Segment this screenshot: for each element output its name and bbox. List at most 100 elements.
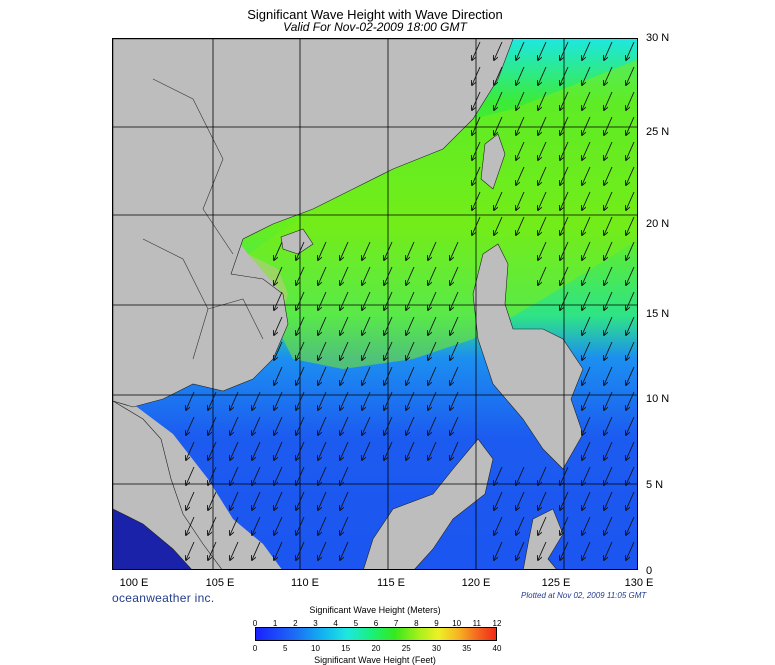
wave-arrow [604, 491, 613, 510]
wave-arrow [362, 441, 371, 460]
wave-arrow [384, 241, 393, 260]
wave-arrow [340, 391, 349, 410]
lon-label-125e: 125 E [541, 577, 571, 589]
legend-title-meters: Significant Wave Height (Meters) [309, 605, 441, 615]
wave-arrow [296, 441, 305, 460]
wave-arrow [626, 316, 635, 335]
wave-arrow [186, 516, 195, 535]
wave-arrow [604, 141, 613, 160]
wave-arrow [604, 241, 613, 260]
wave-arrow [582, 166, 591, 185]
wave-arrow [494, 216, 503, 235]
wave-arrow [538, 466, 547, 485]
wave-arrow [516, 516, 525, 535]
wave-arrow [340, 516, 349, 535]
wave-direction-arrows [186, 41, 635, 560]
legend-feet-tick: 10 [311, 644, 320, 653]
wave-arrow [516, 116, 525, 135]
wave-arrow [582, 316, 591, 335]
land-philippines [472, 243, 584, 470]
legend-feet-tick: 0 [252, 644, 258, 653]
wave-arrow [472, 41, 481, 60]
wave-arrow [626, 391, 635, 410]
wave-arrow [296, 541, 305, 560]
wave-arrow [582, 491, 591, 510]
wave-arrow [538, 191, 547, 210]
wave-arrow [582, 416, 591, 435]
wave-arrow [296, 491, 305, 510]
wave-arrow [604, 416, 613, 435]
wave-arrow [252, 466, 261, 485]
wave-arrow [450, 291, 459, 310]
wave-arrow [274, 241, 283, 260]
wave-arrow [362, 391, 371, 410]
wave-arrow [450, 341, 459, 360]
wave-arrow [472, 191, 481, 210]
wave-arrow [318, 441, 327, 460]
wave-arrow [560, 241, 569, 260]
legend-meter-tick: 3 [313, 619, 318, 628]
wave-arrow [340, 291, 349, 310]
wave-arrow [604, 466, 613, 485]
wave-arrow [274, 266, 283, 285]
wave-arrow [296, 291, 305, 310]
wave-arrow [560, 116, 569, 135]
wave-arrow [296, 316, 305, 335]
wave-arrow [274, 341, 283, 360]
wave-arrow [296, 341, 305, 360]
wave-arrow [604, 391, 613, 410]
wave-arrow [516, 191, 525, 210]
wave-arrow [406, 341, 415, 360]
wave-arrow [450, 241, 459, 260]
wave-arrow [560, 141, 569, 160]
wave-height-colorbar [255, 627, 497, 641]
wave-arrow [208, 441, 217, 460]
land-borneo [363, 438, 494, 569]
wave-arrow [362, 291, 371, 310]
wave-arrow [384, 366, 393, 385]
wave-arrow [626, 41, 635, 60]
wave-arrow [582, 266, 591, 285]
wave-arrow [604, 541, 613, 560]
wave-arrow [604, 191, 613, 210]
chart-subtitle: Valid For Nov-02-2009 18:00 GMT [283, 20, 467, 34]
wave-arrow [450, 391, 459, 410]
wave-arrow [318, 491, 327, 510]
lon-label-130e: 130 E [624, 577, 654, 589]
wave-arrow [296, 466, 305, 485]
wave-arrow [406, 366, 415, 385]
wave-arrow [516, 216, 525, 235]
wave-arrow [582, 241, 591, 260]
wave-arrow [494, 541, 503, 560]
wave-arrow [406, 241, 415, 260]
legend-feet-tick: 30 [432, 644, 441, 653]
wave-arrow [428, 416, 437, 435]
wave-arrow [340, 541, 349, 560]
wave-arrow [406, 416, 415, 435]
wave-arrow [626, 241, 635, 260]
wave-arrow [450, 441, 459, 460]
wave-arrow [472, 91, 481, 110]
wave-arrow [494, 466, 503, 485]
wave-arrow [208, 466, 217, 485]
wave-arrow [582, 41, 591, 60]
wave-arrow [626, 66, 635, 85]
lat-label-30n: 30 N [646, 32, 670, 44]
wave-arrow [428, 366, 437, 385]
wave-arrow [472, 216, 481, 235]
wave-arrow [582, 91, 591, 110]
wave-arrow [274, 316, 283, 335]
wave-arrow [516, 466, 525, 485]
wave-arrow [230, 416, 239, 435]
wave-arrow [604, 166, 613, 185]
wave-arrow [428, 291, 437, 310]
wave-arrow [560, 516, 569, 535]
wave-arrow [582, 291, 591, 310]
wave-arrow [208, 391, 217, 410]
wave-arrow [538, 541, 547, 560]
wave-arrow [384, 416, 393, 435]
wave-arrow [494, 41, 503, 60]
wave-arrow [626, 166, 635, 185]
wave-arrow [318, 266, 327, 285]
wave-arrow [296, 416, 305, 435]
